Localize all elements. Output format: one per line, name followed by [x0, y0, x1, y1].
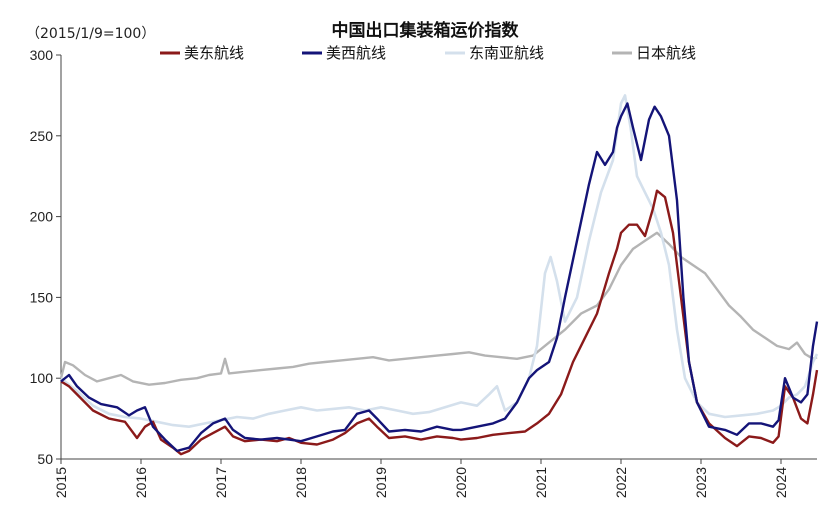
y-tick-label: 250 — [30, 128, 54, 144]
series-line-3 — [59, 231, 818, 386]
x-tick-label: 2015 — [53, 467, 69, 498]
x-tick-label: 2021 — [533, 467, 549, 498]
x-ticks: 2015 2016 2017 2018 2019 2020 2021 2022 2023 2024 — [53, 459, 789, 498]
y-tick-label: 300 — [30, 47, 54, 63]
legend-label-1: 美西航线 — [326, 44, 386, 62]
legend-label-2: 东南亚航线 — [469, 44, 544, 62]
legend: 美东航线 美西航线 东南亚航线 日本航线 — [160, 44, 696, 62]
x-tick-label: 2023 — [693, 467, 709, 498]
y-tick-label: 50 — [37, 451, 53, 467]
y-tick-label: 150 — [30, 289, 54, 305]
x-tick-label: 2017 — [213, 467, 229, 498]
legend-label-3: 日本航线 — [636, 44, 696, 62]
series-line-1 — [60, 102, 819, 453]
series-lines — [59, 94, 819, 456]
x-tick-label: 2024 — [773, 467, 789, 498]
y-axis-note: （2015/1/9=100） — [26, 26, 155, 42]
chart-title: 中国出口集装箱运价指数 — [332, 20, 520, 41]
x-tick-label: 2018 — [293, 467, 309, 498]
y-tick-label: 200 — [30, 209, 54, 225]
axes — [60, 55, 817, 460]
y-ticks: 50 100 150 200 250 300 — [30, 47, 61, 467]
series-line-2 — [60, 94, 819, 428]
series-line-0 — [60, 189, 819, 456]
y-tick-label: 100 — [30, 370, 54, 386]
x-tick-label: 2022 — [613, 467, 629, 498]
x-tick-label: 2020 — [453, 467, 469, 498]
x-tick-label: 2016 — [133, 467, 149, 498]
legend-label-0: 美东航线 — [184, 44, 244, 62]
x-tick-label: 2019 — [373, 467, 389, 498]
